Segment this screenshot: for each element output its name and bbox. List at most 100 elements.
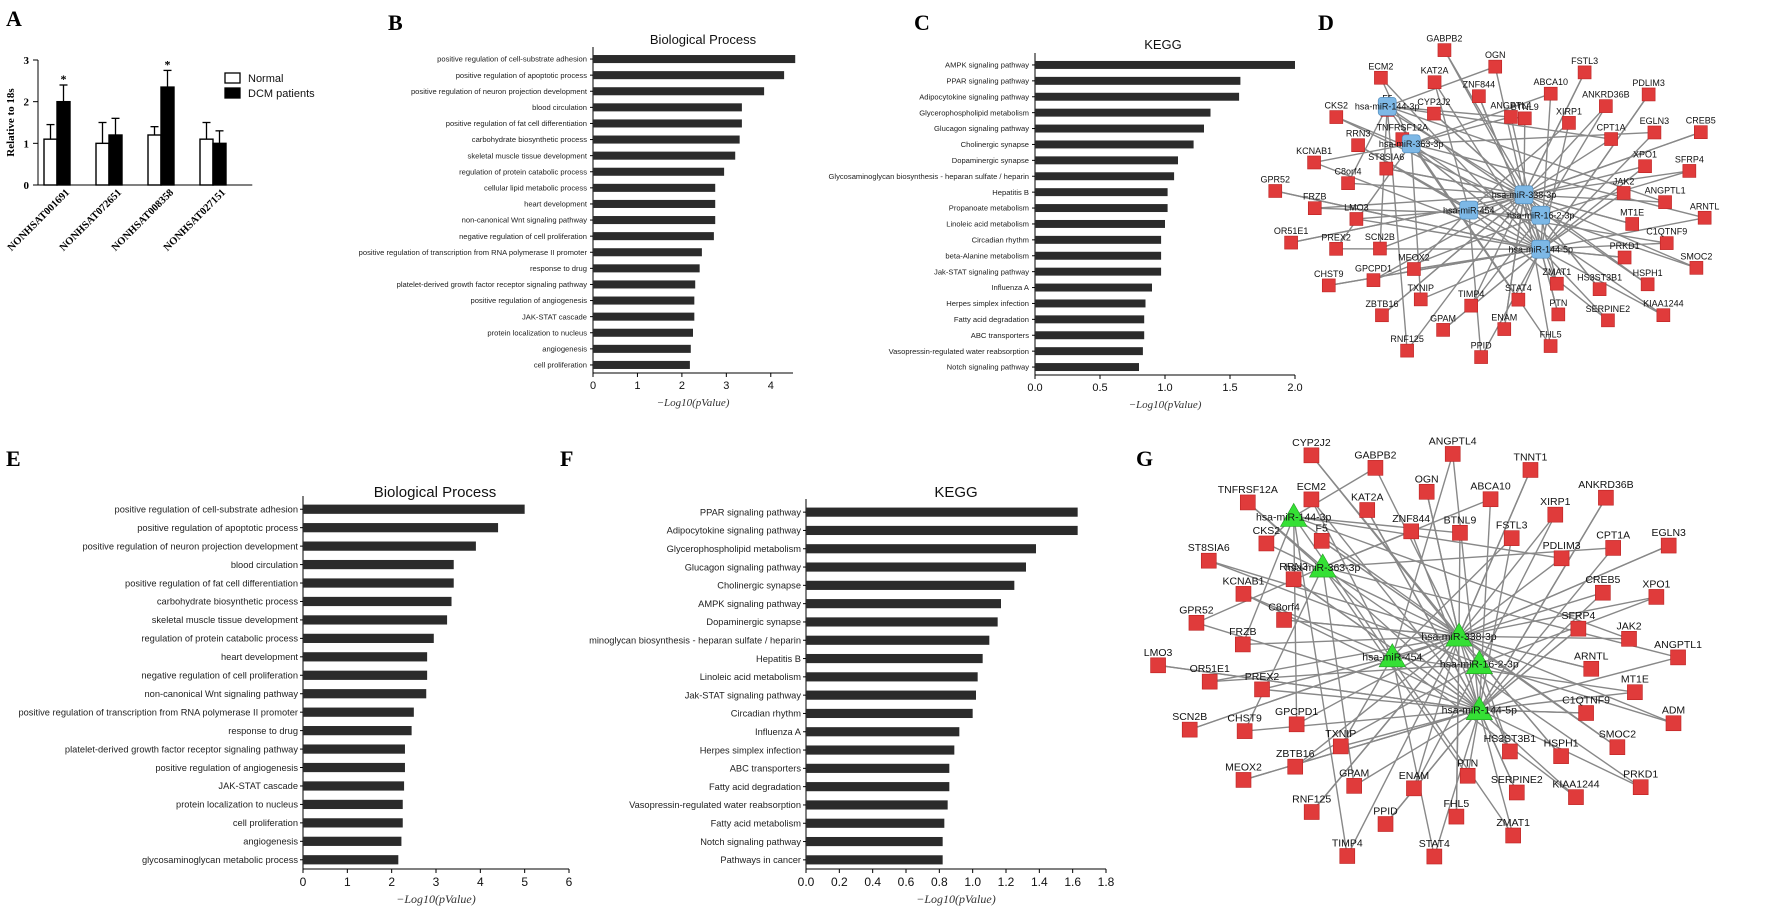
g-edge: [1209, 635, 1460, 683]
f-bar: [806, 763, 950, 773]
a-bar: [56, 100, 71, 186]
b-bar: [593, 216, 716, 225]
f-bar: [806, 617, 998, 627]
e-category-label: JAK-STAT cascade: [218, 781, 298, 791]
g-edge: [1296, 635, 1460, 725]
d-edge: [1523, 194, 1633, 225]
d-gene-label: TNFRSF12A: [1377, 123, 1429, 133]
g-gene-node: [1627, 684, 1643, 701]
b-category-label: regulation of protein catabolic process: [459, 167, 587, 176]
b-bar: [593, 312, 695, 321]
g-gene-node: [1505, 827, 1521, 844]
c-xtick-label: 1.0: [1157, 382, 1172, 394]
e-category-label: platelet-derived growth factor receptor …: [65, 744, 298, 754]
g-edge: [1310, 498, 1480, 711]
g-gene-label: PPID: [1373, 806, 1398, 818]
d-gene-label: GPCPD1: [1355, 264, 1392, 274]
d-gene-node: [1604, 132, 1618, 146]
g-gene-label: SMOC2: [1599, 729, 1637, 741]
d-gene-node: [1474, 350, 1488, 364]
g-edge: [1425, 491, 1460, 637]
d-gene-node: [1689, 261, 1704, 275]
panel-letter-e: E: [6, 446, 21, 471]
g-gene-node: [1367, 460, 1384, 476]
g-mirna-label: hsa-miR-144-3p: [1256, 511, 1331, 523]
f-xtick-label: 1.2: [998, 875, 1015, 889]
d-edge: [1373, 214, 1542, 281]
f-bar: [806, 782, 950, 792]
d-mirna-node: [1377, 97, 1397, 116]
d-edge: [1540, 170, 1690, 216]
d-gene-node: [1577, 65, 1592, 80]
g-edge: [1458, 532, 1461, 637]
g-edge: [1374, 467, 1460, 637]
f-bar: [806, 708, 973, 719]
g-gene-label: ECM2: [1297, 481, 1326, 493]
c-bar: [1035, 76, 1241, 85]
f-title: KEGG: [934, 484, 977, 501]
g-gene-node: [1452, 524, 1468, 541]
g-gene-node: [1201, 673, 1218, 690]
b-category-label: non-canonical Wnt signaling pathway: [462, 216, 588, 225]
g-edge: [1479, 691, 1635, 711]
c-category-label: Glycosaminoglycan biosynthesis - heparan…: [828, 172, 1029, 181]
b-category-label: carbohydrate biosynthetic process: [472, 135, 587, 144]
d-gene-node: [1592, 282, 1607, 296]
g-gene-node: [1578, 705, 1594, 721]
d-gene-label: CHST9: [1314, 269, 1344, 279]
d-gene-label: OGN: [1485, 50, 1506, 60]
d-gene-label: HSPH1: [1633, 268, 1663, 278]
d-mirna-label: hsa-miR-454: [1443, 205, 1495, 215]
g-gene-node: [1553, 550, 1570, 567]
f-category-label: Fatty acid degradation: [709, 782, 801, 792]
b-bar: [593, 280, 696, 289]
f-category-label: Vasopressin-regulated water reabsorption: [629, 800, 801, 810]
g-mirna-node: [1279, 502, 1308, 527]
e-bar: [303, 652, 428, 662]
g-gene-label: LMO3: [1144, 647, 1173, 659]
d-edge: [1510, 116, 1542, 250]
g-gene-label: CHST9: [1227, 713, 1262, 725]
d-gene-label: STAT4: [1505, 283, 1532, 293]
f-category-label: Glycerophospholipid metabolism: [667, 544, 802, 554]
d-gene-label: ABCA10: [1533, 77, 1568, 87]
g-gene-node: [1609, 739, 1626, 755]
c-bar: [1035, 347, 1143, 356]
g-edge: [1294, 663, 1480, 768]
f-bar: [806, 800, 948, 810]
f-xtick-label: 1.8: [1098, 875, 1115, 889]
g-edge: [1266, 542, 1460, 637]
c-bar: [1035, 124, 1204, 133]
d-gene-label: OR51E1: [1274, 226, 1309, 236]
g-gene-node: [1235, 586, 1252, 602]
g-edge: [1458, 544, 1669, 637]
g-gene-label: CKS2: [1253, 525, 1281, 537]
e-bar: [303, 781, 405, 791]
g-gene-node: [1359, 502, 1376, 518]
a-significance-star: *: [165, 57, 171, 71]
f-bar: [806, 599, 1001, 609]
b-category-label: cell proliferation: [534, 361, 587, 370]
g-gene-node: [1448, 808, 1465, 825]
g-edge: [1322, 530, 1412, 568]
d-edge: [1478, 95, 1542, 250]
d-gene-label: SERPINE2: [1586, 304, 1631, 314]
d-gene-label: FRZB: [1303, 192, 1327, 202]
d-gene-node: [1497, 322, 1512, 336]
e-category-label: regulation of protein catabolic process: [141, 634, 298, 644]
e-category-label: glycosaminoglycan metabolic process: [142, 855, 298, 865]
g-mirna-label: hsa-miR-454: [1362, 652, 1422, 664]
d-gene-label: ANKRD36B: [1582, 90, 1630, 100]
d-edge: [1468, 209, 1609, 321]
d-gene-label: ARNTL: [1690, 201, 1720, 211]
d-edge: [1275, 190, 1541, 250]
g-gene-node: [1444, 446, 1461, 462]
g-mirna-label: hsa-miR-363-3p: [1285, 562, 1360, 574]
d-gene-node: [1638, 159, 1652, 174]
g-edge: [1196, 566, 1323, 624]
g-gene-label: ANGPTL1: [1654, 639, 1702, 651]
d-mirna-label: hsa-miR-144-5p: [1509, 244, 1574, 254]
e-category-label: heart development: [221, 652, 298, 662]
g-gene-node: [1605, 540, 1621, 556]
d-edge: [1540, 248, 1625, 259]
